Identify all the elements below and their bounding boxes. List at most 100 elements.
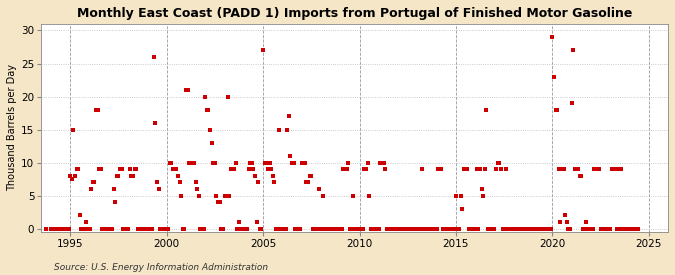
Point [102, 226, 113, 231]
Point [74, 213, 85, 218]
Point [165, 160, 176, 165]
Point [494, 160, 505, 165]
Point [254, 226, 265, 231]
Point [61, 226, 72, 231]
Point [619, 226, 630, 231]
Point [560, 213, 570, 218]
Point [369, 226, 379, 231]
Point [57, 226, 68, 231]
Point [580, 220, 591, 224]
Point [536, 226, 547, 231]
Point [435, 167, 446, 171]
Point [362, 160, 373, 165]
Point [365, 226, 376, 231]
Point [176, 193, 186, 198]
Point [94, 167, 105, 171]
Point [409, 226, 420, 231]
Point [475, 167, 485, 171]
Point [158, 226, 169, 231]
Point [614, 226, 625, 231]
Point [585, 226, 596, 231]
Point [126, 174, 137, 178]
Point [520, 226, 531, 231]
Point [499, 226, 510, 231]
Point [152, 180, 163, 185]
Point [563, 226, 574, 231]
Point [396, 226, 407, 231]
Point [169, 167, 180, 171]
Point [610, 167, 620, 171]
Point [111, 174, 122, 178]
Point [448, 226, 458, 231]
Point [578, 226, 589, 231]
Point [431, 226, 442, 231]
Point [624, 226, 635, 231]
Point [414, 226, 425, 231]
Point [589, 167, 599, 171]
Point [194, 193, 205, 198]
Point [508, 226, 519, 231]
Point [179, 226, 190, 231]
Point [87, 180, 98, 185]
Point [211, 193, 222, 198]
Point [139, 226, 150, 231]
Point [238, 226, 249, 231]
Point [49, 226, 59, 231]
Point [449, 226, 460, 231]
Point [630, 226, 641, 231]
Point [315, 226, 326, 231]
Point [242, 226, 252, 231]
Point [173, 174, 184, 178]
Point [457, 207, 468, 211]
Point [295, 226, 306, 231]
Point [60, 226, 71, 231]
Point [576, 174, 587, 178]
Point [115, 167, 126, 171]
Point [549, 75, 560, 79]
Point [171, 167, 182, 171]
Point [344, 226, 355, 231]
Point [338, 167, 349, 171]
Point [526, 226, 537, 231]
Point [66, 177, 77, 181]
Point [219, 193, 230, 198]
Point [140, 226, 151, 231]
Point [284, 114, 294, 119]
Point [591, 167, 601, 171]
Point [389, 226, 400, 231]
Point [626, 226, 637, 231]
Point [572, 167, 583, 171]
Point [155, 226, 165, 231]
Point [504, 226, 514, 231]
Point [464, 226, 475, 231]
Point [598, 226, 609, 231]
Point [325, 226, 336, 231]
Point [203, 108, 214, 112]
Point [95, 167, 106, 171]
Point [518, 226, 529, 231]
Point [364, 193, 375, 198]
Point [373, 226, 384, 231]
Point [201, 108, 212, 112]
Point [491, 167, 502, 171]
Point [250, 174, 261, 178]
Point [507, 226, 518, 231]
Point [547, 35, 558, 39]
Point [510, 226, 521, 231]
Point [116, 167, 127, 171]
Point [329, 226, 340, 231]
Point [253, 180, 264, 185]
Point [84, 226, 95, 231]
Point [208, 160, 219, 165]
Point [385, 226, 396, 231]
Point [456, 193, 466, 198]
Point [196, 226, 207, 231]
Point [554, 167, 564, 171]
Point [544, 226, 555, 231]
Point [132, 226, 143, 231]
Point [423, 226, 434, 231]
Point [612, 226, 622, 231]
Point [428, 226, 439, 231]
Point [232, 226, 243, 231]
Point [401, 226, 412, 231]
